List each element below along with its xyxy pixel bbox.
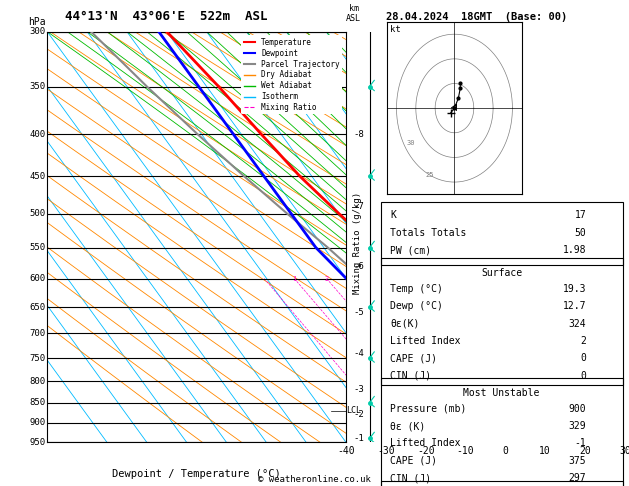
Text: CAPE (J): CAPE (J) [390, 353, 437, 363]
Text: 50: 50 [575, 228, 586, 238]
Text: 44°13'N  43°06'E  522m  ASL: 44°13'N 43°06'E 522m ASL [65, 10, 268, 23]
Text: θε(K): θε(K) [390, 319, 420, 329]
Text: -8: -8 [354, 130, 365, 139]
Text: CIN (J): CIN (J) [390, 370, 431, 381]
Text: PW (cm): PW (cm) [390, 245, 431, 255]
Text: 30: 30 [406, 140, 415, 146]
Text: CIN (J): CIN (J) [390, 473, 431, 483]
Text: 900: 900 [569, 404, 586, 414]
Text: -20: -20 [417, 446, 435, 456]
Text: 550: 550 [30, 243, 46, 252]
Text: 329: 329 [569, 421, 586, 431]
Text: -1: -1 [354, 434, 365, 443]
Text: -2: -2 [354, 411, 365, 419]
Text: 2: 2 [325, 276, 329, 281]
Text: -40: -40 [337, 446, 355, 456]
Text: 350: 350 [30, 82, 46, 91]
Text: Pressure (mb): Pressure (mb) [390, 404, 467, 414]
Text: 2: 2 [581, 336, 586, 346]
Text: Totals Totals: Totals Totals [390, 228, 467, 238]
Text: -4: -4 [354, 349, 365, 358]
Text: Most Unstable: Most Unstable [464, 388, 540, 398]
Text: 324: 324 [569, 319, 586, 329]
Text: 17: 17 [575, 210, 586, 221]
Text: 850: 850 [30, 398, 46, 407]
Text: Surface: Surface [481, 268, 522, 278]
Text: 800: 800 [30, 377, 46, 385]
Text: CAPE (J): CAPE (J) [390, 456, 437, 466]
Text: Mixing Ratio (g/kg): Mixing Ratio (g/kg) [353, 192, 362, 294]
Text: Lifted Index: Lifted Index [390, 336, 460, 346]
Text: 0: 0 [503, 446, 508, 456]
Text: 375: 375 [569, 456, 586, 466]
Text: Lifted Index: Lifted Index [390, 438, 460, 449]
Text: -3: -3 [354, 385, 365, 394]
Text: 700: 700 [30, 329, 46, 338]
Text: 1: 1 [292, 276, 296, 281]
Text: 0: 0 [581, 353, 586, 363]
Text: 600: 600 [30, 274, 46, 283]
Text: kt: kt [389, 25, 400, 35]
Text: 950: 950 [30, 438, 46, 447]
Text: 12.7: 12.7 [563, 301, 586, 311]
Text: 300: 300 [30, 27, 46, 36]
Text: 28.04.2024  18GMT  (Base: 00): 28.04.2024 18GMT (Base: 00) [386, 12, 567, 22]
Text: 19.3: 19.3 [563, 284, 586, 294]
Text: Dewp (°C): Dewp (°C) [390, 301, 443, 311]
Legend: Temperature, Dewpoint, Parcel Trajectory, Dry Adiabat, Wet Adiabat, Isotherm, Mi: Temperature, Dewpoint, Parcel Trajectory… [242, 35, 342, 114]
Text: km
ASL: km ASL [347, 4, 361, 23]
Text: -5: -5 [354, 308, 365, 317]
Text: LCL: LCL [347, 406, 362, 416]
Text: -7: -7 [354, 202, 365, 211]
Text: 20: 20 [579, 446, 591, 456]
Text: 10: 10 [539, 446, 551, 456]
Text: 400: 400 [30, 130, 46, 139]
Text: 500: 500 [30, 209, 46, 218]
Text: -1: -1 [575, 438, 586, 449]
Text: 900: 900 [30, 418, 46, 428]
Text: 297: 297 [569, 473, 586, 483]
Text: -6: -6 [354, 262, 365, 271]
Text: θε (K): θε (K) [390, 421, 425, 431]
Text: 650: 650 [30, 303, 46, 312]
Text: hPa: hPa [28, 17, 46, 28]
Text: 450: 450 [30, 172, 46, 180]
Text: K: K [390, 210, 396, 221]
Text: 30: 30 [619, 446, 629, 456]
Text: -10: -10 [457, 446, 474, 456]
Text: 25: 25 [425, 172, 434, 178]
Text: © weatheronline.co.uk: © weatheronline.co.uk [258, 475, 371, 484]
Text: Dewpoint / Temperature (°C): Dewpoint / Temperature (°C) [112, 469, 281, 479]
Text: 0: 0 [581, 370, 586, 381]
Text: 750: 750 [30, 353, 46, 363]
Text: Temp (°C): Temp (°C) [390, 284, 443, 294]
Text: 1.98: 1.98 [563, 245, 586, 255]
Text: -30: -30 [377, 446, 394, 456]
